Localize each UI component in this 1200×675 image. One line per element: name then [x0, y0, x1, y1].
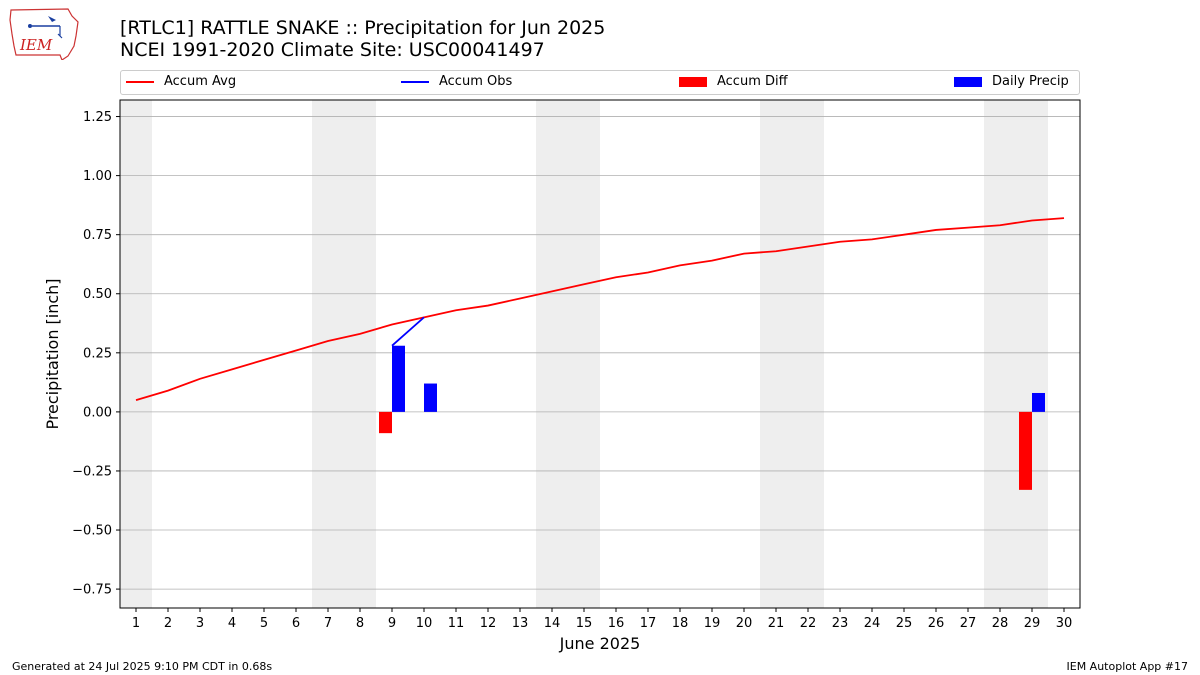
x-tick-label-9: 9 [388, 616, 396, 631]
plot-frame [119, 99, 1081, 609]
x-tick-label-20: 20 [736, 616, 753, 631]
x-tick-label-3: 3 [196, 616, 204, 631]
daily-precip-bar-day-9 [392, 345, 405, 412]
chart-title-line1: [RTLC1] RATTLE SNAKE :: Precipitation fo… [120, 17, 606, 39]
thermometer-icon [57, 26, 63, 39]
x-tick-label-28: 28 [992, 616, 1009, 631]
weekend-band-3 [536, 100, 600, 608]
legend-label-accum-avg: Accum Avg [164, 74, 237, 89]
accum-diff-bar-day-29 [1019, 411, 1032, 490]
legend-label-accum-diff: Accum Diff [717, 74, 788, 89]
y-tick-label-8: 1.00 [83, 169, 112, 184]
y-tick-label-1: −0.75 [72, 583, 112, 598]
x-tick-label-1: 1 [132, 616, 140, 631]
generated-footer: Generated at 24 Jul 2025 9:10 PM CDT in … [12, 660, 273, 673]
y-tick-label-7: 0.75 [83, 228, 112, 243]
chart-title-line2: NCEI 1991-2020 Climate Site: USC00041497 [120, 39, 545, 61]
x-tick-label-14: 14 [544, 616, 561, 631]
x-tick-label-26: 26 [928, 616, 945, 631]
iem-logo: IEM [9, 8, 79, 60]
weather-dot-icon [28, 24, 32, 28]
x-tick-label-11: 11 [448, 616, 465, 631]
y-axis-label: Precipitation [inch] [43, 278, 62, 429]
x-tick-label-16: 16 [608, 616, 625, 631]
x-axis-label: June 2025 [559, 634, 641, 653]
legend-item-accum-diff: Accum Diff [679, 74, 788, 89]
x-tick-label-7: 7 [324, 616, 332, 631]
daily-precip-bar-day-29 [1032, 392, 1045, 412]
y-tick-label-4: 0.00 [83, 405, 112, 420]
chart-legend: Accum Avg Accum Obs Accum Diff Daily Pre… [120, 70, 1080, 95]
x-tick-label-29: 29 [1024, 616, 1041, 631]
x-tick-label-8: 8 [356, 616, 364, 631]
iowa-outline-shape [9, 8, 79, 60]
x-tick-label-12: 12 [480, 616, 497, 631]
legend-item-accum-obs: Accum Obs [401, 74, 512, 89]
x-tick-label-22: 22 [800, 616, 817, 631]
daily-precip-bar-day-10 [424, 383, 437, 412]
app-footer: IEM Autoplot App #17 [1066, 660, 1189, 673]
x-tick-label-30: 30 [1056, 616, 1073, 631]
accum-avg-line [135, 217, 1065, 401]
legend-swatch-daily-precip [954, 76, 982, 87]
legend-label-daily-precip: Daily Precip [992, 74, 1069, 89]
x-tick-label-17: 17 [640, 616, 657, 631]
x-tick-label-10: 10 [416, 616, 433, 631]
legend-swatch-accum-avg [126, 80, 154, 83]
accum-diff-bar-day-9 [379, 411, 392, 434]
x-tick-label-18: 18 [672, 616, 689, 631]
x-tick-label-2: 2 [164, 616, 172, 631]
x-tick-label-23: 23 [832, 616, 849, 631]
accum-obs-line [391, 316, 425, 347]
legend-swatch-accum-diff [679, 76, 707, 87]
legend-item-accum-avg: Accum Avg [126, 74, 236, 89]
x-tick-label-4: 4 [228, 616, 236, 631]
y-tick-label-5: 0.25 [83, 346, 112, 361]
y-tick-label-6: 0.50 [83, 287, 112, 302]
x-tick-label-25: 25 [896, 616, 913, 631]
y-tick-label-2: −0.50 [72, 524, 112, 539]
weekend-band-2 [312, 100, 376, 608]
x-tick-label-19: 19 [704, 616, 721, 631]
weekend-band-1 [120, 100, 152, 608]
x-tick-label-13: 13 [512, 616, 529, 631]
x-tick-label-6: 6 [292, 616, 300, 631]
legend-swatch-accum-obs [401, 80, 429, 83]
x-tick-label-24: 24 [864, 616, 881, 631]
weekend-band-5 [984, 100, 1048, 608]
iem-logo-text: IEM [19, 36, 53, 54]
legend-label-accum-obs: Accum Obs [439, 74, 513, 89]
x-tick-label-21: 21 [768, 616, 785, 631]
x-tick-label-15: 15 [576, 616, 593, 631]
y-tick-label-3: −0.25 [72, 464, 112, 479]
y-tick-label-9: 1.25 [83, 110, 112, 125]
x-tick-label-27: 27 [960, 616, 977, 631]
weekend-band-4 [760, 100, 824, 608]
legend-item-daily-precip: Daily Precip [954, 74, 1069, 89]
wind-vane-icon [48, 16, 56, 22]
x-tick-label-5: 5 [260, 616, 268, 631]
